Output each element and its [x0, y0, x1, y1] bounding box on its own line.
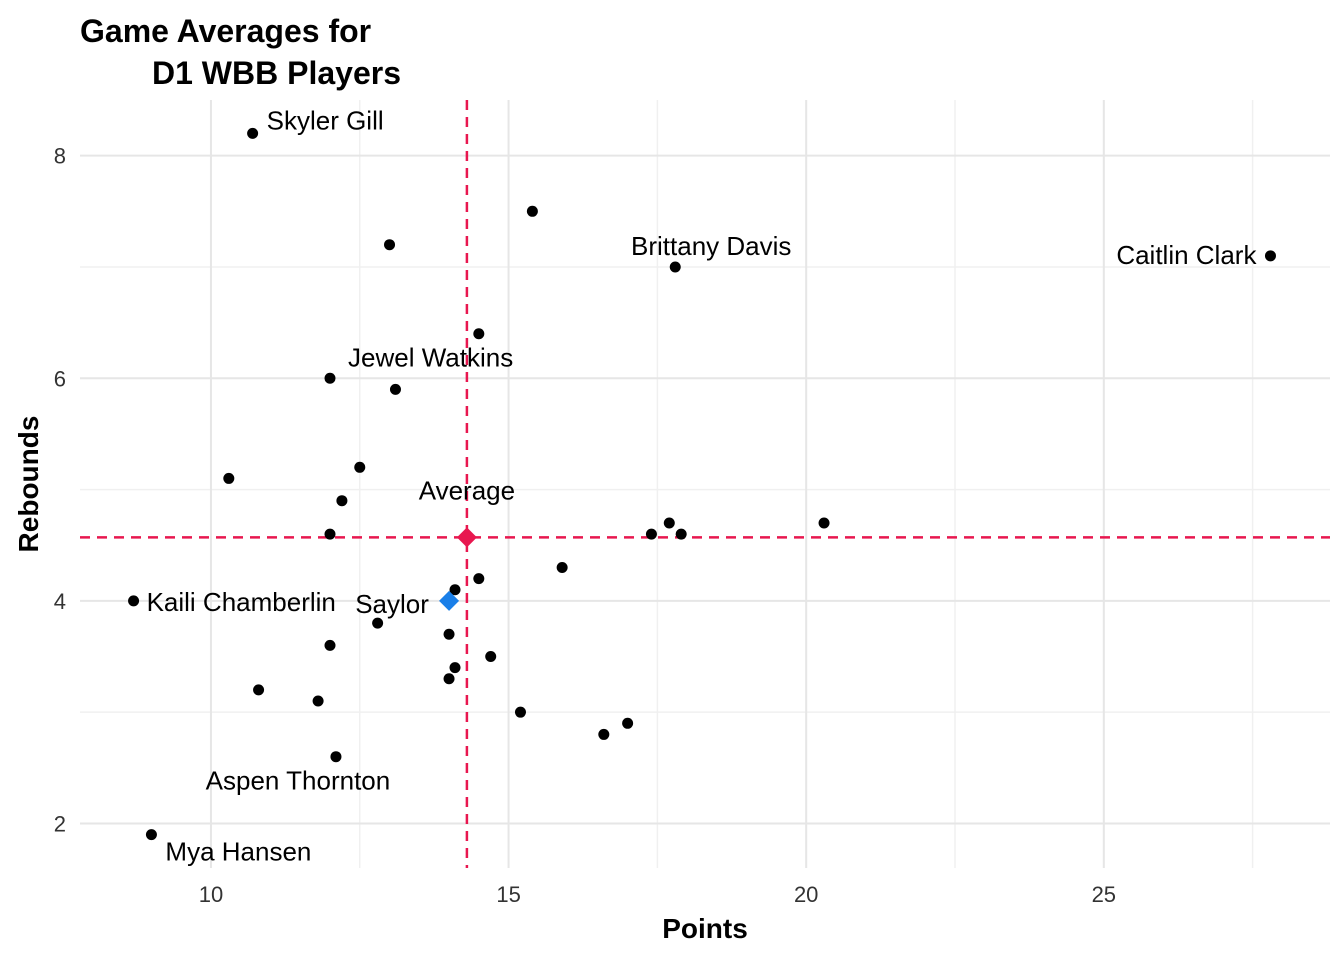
data-point [449, 662, 461, 674]
data-point [622, 717, 634, 729]
player-label: Mya Hansen [165, 837, 311, 867]
data-point [312, 695, 324, 707]
data-point [526, 205, 538, 217]
data-point [818, 517, 830, 529]
average-marker [456, 527, 477, 548]
data-point [645, 528, 657, 540]
data-point [324, 528, 336, 540]
player-label: Jewel Watkins [348, 342, 513, 372]
y-tick-label: 4 [54, 589, 66, 614]
data-point [663, 517, 675, 529]
chart-title-line-2: D1 WBB Players [152, 55, 401, 91]
data-point [485, 651, 497, 663]
highlight-label: Saylor [355, 589, 429, 619]
data-point [324, 639, 336, 651]
data-point [443, 628, 455, 640]
y-tick-label: 6 [54, 366, 66, 391]
data-point [372, 617, 384, 629]
player-label: Aspen Thornton [206, 766, 391, 796]
data-point [675, 528, 687, 540]
chart-title-line-1: Game Averages for [80, 13, 372, 49]
chart-title: Game Averages for D1 WBB Players [80, 10, 401, 94]
data-point [669, 261, 681, 273]
data-point [247, 127, 259, 139]
tick-labels: 10 15 20 25 2 4 6 8 [54, 144, 1116, 907]
point-labels: Skyler Gill Brittany Davis Caitlin Clark Je… [147, 105, 1258, 866]
y-tick-label: 8 [54, 144, 66, 169]
average-label: Average [419, 475, 515, 505]
highlight-marker [439, 590, 460, 611]
data-points [128, 127, 1276, 841]
player-label: Kaili Chamberlin [147, 587, 336, 617]
y-tick-label: 2 [54, 811, 66, 836]
data-point [145, 829, 157, 841]
data-point [473, 573, 485, 585]
data-point [128, 595, 140, 607]
x-tick-label: 10 [199, 882, 223, 907]
data-point [384, 239, 396, 251]
x-tick-label: 25 [1092, 882, 1116, 907]
data-point [473, 328, 485, 340]
data-point [336, 495, 348, 507]
data-point [598, 728, 610, 740]
data-point [253, 684, 265, 696]
data-point [389, 383, 401, 395]
player-label: Skyler Gill [267, 105, 384, 135]
data-point [354, 461, 366, 473]
x-tick-label: 15 [496, 882, 520, 907]
average-reference-lines [80, 100, 1330, 868]
data-point [514, 706, 526, 718]
x-axis-title: Points [662, 913, 748, 944]
data-point [556, 561, 568, 573]
y-axis-title: Rebounds [13, 416, 44, 553]
x-tick-label: 20 [794, 882, 818, 907]
player-label: Brittany Davis [631, 231, 791, 261]
data-point [223, 472, 235, 484]
data-point [324, 372, 336, 384]
data-point [443, 673, 455, 685]
grid [80, 100, 1330, 868]
data-point [449, 584, 461, 596]
player-label: Caitlin Clark [1116, 240, 1257, 270]
data-point [1264, 250, 1276, 262]
data-point [330, 751, 342, 763]
